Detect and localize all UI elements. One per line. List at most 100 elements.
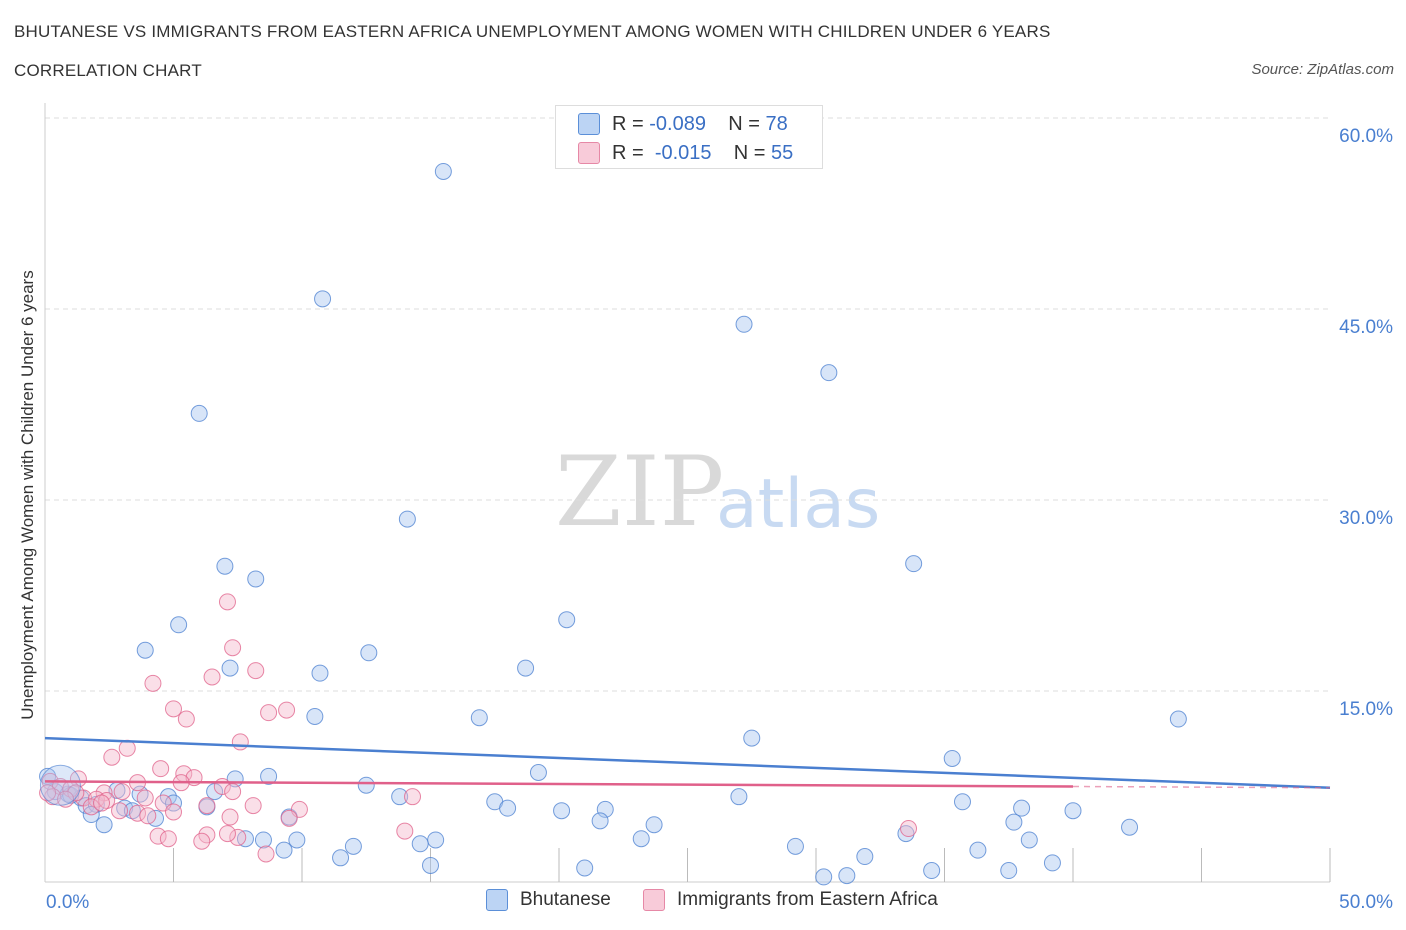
eastern-africa-point: [396, 822, 414, 840]
x-tick-label: 50.0%: [1339, 892, 1393, 913]
eastern-africa-point: [404, 788, 422, 806]
eastern-africa-point: [149, 827, 167, 845]
bhutanese-point: [123, 802, 141, 820]
bhutanese-point: [332, 849, 350, 867]
bhutanese-point: [422, 856, 439, 874]
chart-subtitle: CORRELATION CHART: [14, 61, 202, 80]
legend-item-bhutanese[interactable]: Bhutanese: [486, 889, 611, 911]
legend-swatch-eastern-africa: [578, 142, 600, 164]
eastern-africa-point: [139, 807, 157, 825]
eastern-africa-point: [177, 710, 195, 728]
bhutanese-point: [743, 729, 761, 747]
bhutanese-point: [398, 510, 416, 528]
bhutanese-point: [576, 859, 594, 877]
legend-swatch-bhutanese: [486, 889, 508, 911]
bhutanese-point: [591, 812, 609, 830]
bhutanese-point: [856, 848, 874, 866]
bhutanese-point: [260, 767, 278, 785]
eastern-africa-point: [159, 830, 177, 848]
bhutanese-point: [1043, 854, 1061, 872]
bhutanese-point: [1013, 799, 1031, 817]
bhutanese-point: [254, 831, 272, 849]
legend-swatch-bhutanese: [578, 113, 600, 135]
bhutanese-point: [1005, 813, 1023, 831]
eastern-africa-point: [165, 700, 182, 718]
bhutanese-point: [1000, 862, 1018, 880]
legend-n-value: 78: [765, 112, 788, 135]
bhutanese-point: [95, 816, 113, 834]
eastern-africa-point: [152, 760, 170, 778]
bhutanese-point: [190, 404, 208, 422]
eastern-africa-point: [224, 639, 242, 657]
bhutanese-point: [786, 837, 804, 855]
y-tick-label: 30.0%: [1339, 508, 1393, 529]
eastern-africa-point: [218, 593, 236, 611]
bhutanese-point: [306, 707, 324, 725]
bhutanese-cluster-point: [39, 764, 81, 806]
legend-n-value: 55: [771, 141, 794, 164]
legend-swatch-eastern-africa: [643, 889, 665, 911]
legend-row-bhutanese: R = -0.089 N = 78: [578, 109, 788, 139]
bhutanese-point: [288, 831, 306, 849]
eastern-africa-point: [260, 704, 278, 722]
bhutanese-point: [969, 841, 987, 859]
eastern-africa-point: [247, 662, 265, 680]
bhutanese-point: [517, 659, 535, 677]
eastern-africa-point: [93, 794, 111, 812]
y-tick-label: 60.0%: [1339, 126, 1393, 147]
bhutanese-point: [558, 611, 576, 629]
chart-title: BHUTANESE VS IMMIGRANTS FROM EASTERN AFR…: [14, 22, 1051, 41]
bhutanese-point: [529, 763, 547, 781]
bhutanese-point: [434, 162, 452, 180]
eastern-africa-point: [231, 733, 249, 751]
bhutanese-point: [1020, 831, 1038, 849]
bhutanese-point: [470, 709, 488, 727]
legend-n-label: N =: [728, 112, 760, 135]
eastern-africa-point: [244, 797, 262, 815]
bhutanese-point: [553, 802, 571, 820]
bhutanese-point: [897, 825, 915, 843]
bhutanese-point: [645, 816, 663, 834]
bhutanese-point: [216, 557, 234, 575]
bhutanese-point: [838, 867, 856, 885]
legend-r-value: -0.089: [649, 112, 706, 135]
y-axis-label: Unemployment Among Women with Children U…: [18, 270, 37, 720]
eastern-africa-point: [82, 798, 100, 816]
bhutanese-trend-line: [44, 736, 1331, 790]
bhutanese-point: [344, 837, 362, 855]
eastern-africa-point: [257, 845, 275, 863]
legend-r-value: -0.015: [654, 141, 712, 164]
bhutanese-point: [820, 364, 838, 382]
eastern-africa-point: [198, 797, 216, 815]
correlation-legend: R = -0.089 N = 78 R = -0.015 N = 55: [555, 105, 823, 169]
eastern-africa-point: [98, 792, 116, 810]
eastern-africa-point: [278, 701, 296, 719]
bhutanese-point: [730, 788, 748, 806]
eastern-africa-point: [218, 825, 236, 843]
eastern-africa-trend-extension: [1072, 785, 1331, 789]
eastern-africa-point: [280, 809, 298, 827]
legend-item-eastern-africa[interactable]: Immigrants from Eastern Africa: [643, 889, 938, 911]
bhutanese-point: [1064, 802, 1082, 820]
bhutanese-point: [923, 862, 941, 880]
legend-r-label: R =: [612, 112, 644, 135]
bhutanese-point: [275, 841, 293, 859]
bhutanese-point: [411, 835, 429, 853]
chart-source: Source: ZipAtlas.com: [1251, 61, 1394, 78]
bhutanese-point: [165, 794, 182, 812]
bhutanese-point: [815, 868, 833, 886]
bhutanese-point: [1169, 710, 1187, 728]
bhutanese-point: [357, 776, 375, 794]
eastern-africa-point: [900, 820, 918, 838]
bhutanese-point: [499, 799, 517, 817]
eastern-africa-point: [203, 668, 221, 686]
x-tick-label: 0.0%: [46, 892, 89, 913]
eastern-africa-point: [111, 802, 129, 820]
bhutanese-point: [1121, 818, 1139, 836]
eastern-africa-point: [144, 674, 162, 692]
bhutanese-point: [632, 830, 650, 848]
eastern-africa-point: [193, 832, 211, 850]
eastern-africa-point: [221, 808, 239, 826]
eastern-africa-point: [165, 803, 182, 821]
y-tick-label: 15.0%: [1339, 699, 1393, 720]
